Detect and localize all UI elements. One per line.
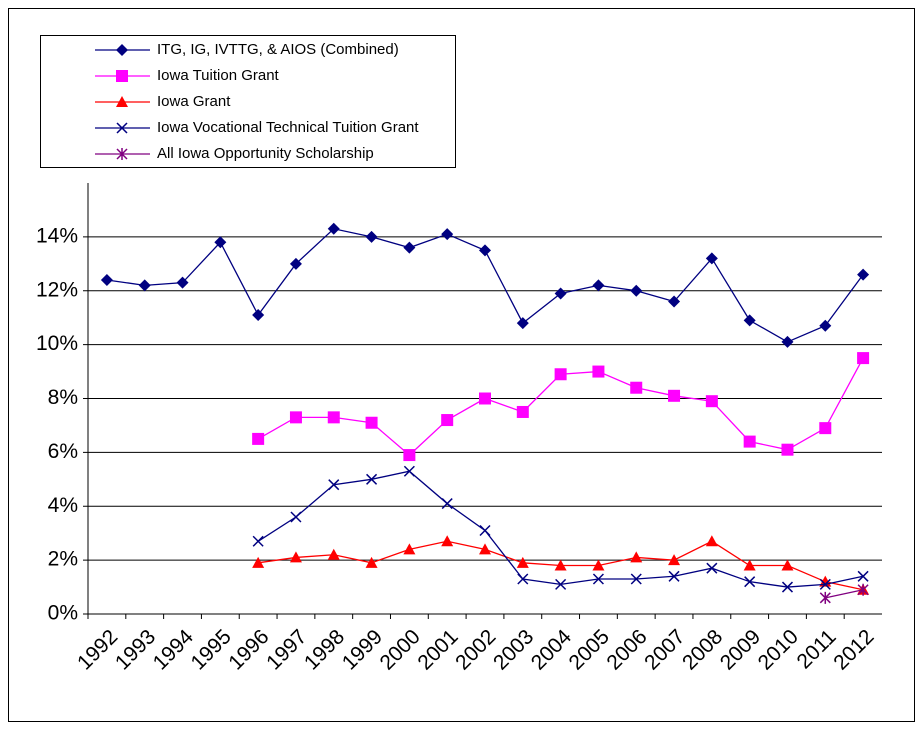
marker <box>138 279 151 292</box>
marker <box>116 148 128 160</box>
marker <box>706 562 718 574</box>
marker <box>176 276 189 289</box>
marker <box>630 381 643 394</box>
marker <box>403 543 416 555</box>
y-tick-label: 10% <box>36 332 78 355</box>
marker <box>781 581 794 593</box>
legend-label: Iowa Vocational Technical Tuition Grant <box>157 119 419 136</box>
marker <box>857 583 869 596</box>
marker <box>781 443 794 456</box>
marker <box>554 287 567 300</box>
marker <box>441 498 453 510</box>
marker <box>668 389 681 402</box>
marker <box>252 535 264 547</box>
marker <box>365 230 378 243</box>
y-tick-label: 8% <box>48 386 78 409</box>
marker <box>441 414 454 427</box>
legend-label: ITG, IG, IVTTG, & AIOS (Combined) <box>157 41 399 58</box>
marker <box>630 551 643 563</box>
series-line <box>825 589 864 599</box>
marker <box>630 284 643 297</box>
marker <box>290 511 302 523</box>
legend-label: Iowa Tuition Grant <box>157 67 280 84</box>
marker <box>857 570 869 582</box>
marker <box>441 535 454 547</box>
y-tick-label: 6% <box>48 440 78 463</box>
marker <box>744 576 756 588</box>
marker <box>743 435 756 448</box>
marker <box>252 308 265 321</box>
marker <box>289 551 302 563</box>
y-tick-label: 12% <box>36 278 78 301</box>
marker <box>781 559 794 571</box>
marker <box>668 295 681 308</box>
legend-label: All Iowa Opportunity Scholarship <box>157 145 374 162</box>
marker <box>705 252 718 265</box>
marker <box>592 365 605 378</box>
marker <box>116 122 128 134</box>
marker <box>327 222 340 235</box>
marker <box>100 273 113 286</box>
marker <box>116 70 128 82</box>
marker <box>327 411 340 424</box>
marker <box>252 556 265 568</box>
marker <box>743 314 756 327</box>
legend-label: Iowa Grant <box>157 93 231 110</box>
marker <box>857 352 870 365</box>
marker <box>479 543 491 555</box>
marker <box>116 96 128 107</box>
marker <box>554 559 567 571</box>
marker <box>516 317 529 330</box>
marker <box>705 535 718 547</box>
marker <box>819 319 832 332</box>
marker <box>819 591 831 604</box>
marker <box>592 573 604 585</box>
marker <box>365 556 378 568</box>
marker <box>592 279 605 292</box>
marker <box>328 479 340 491</box>
marker <box>668 554 681 566</box>
marker <box>819 422 832 435</box>
marker <box>252 432 265 445</box>
marker <box>630 573 642 585</box>
marker <box>592 559 605 571</box>
marker <box>555 578 567 590</box>
marker <box>479 244 491 257</box>
marker <box>705 395 718 408</box>
marker <box>516 556 529 568</box>
y-tick-label: 2% <box>48 548 78 571</box>
marker <box>516 405 529 418</box>
marker <box>116 44 128 56</box>
marker <box>214 236 227 249</box>
y-tick-label: 0% <box>48 602 78 625</box>
marker <box>403 241 416 254</box>
marker <box>517 573 529 585</box>
marker <box>743 559 756 571</box>
marker <box>554 368 567 381</box>
marker <box>668 570 680 582</box>
marker <box>781 335 794 348</box>
marker <box>403 465 415 477</box>
marker <box>365 416 378 429</box>
marker <box>366 473 378 485</box>
marker <box>479 524 491 537</box>
marker <box>479 392 491 405</box>
marker <box>289 411 302 424</box>
marker <box>327 548 340 560</box>
y-tick-label: 4% <box>48 494 78 517</box>
marker <box>441 228 454 241</box>
marker <box>403 449 416 462</box>
marker <box>819 578 831 590</box>
marker <box>289 257 302 270</box>
marker <box>857 268 870 281</box>
y-tick-label: 14% <box>36 224 78 247</box>
